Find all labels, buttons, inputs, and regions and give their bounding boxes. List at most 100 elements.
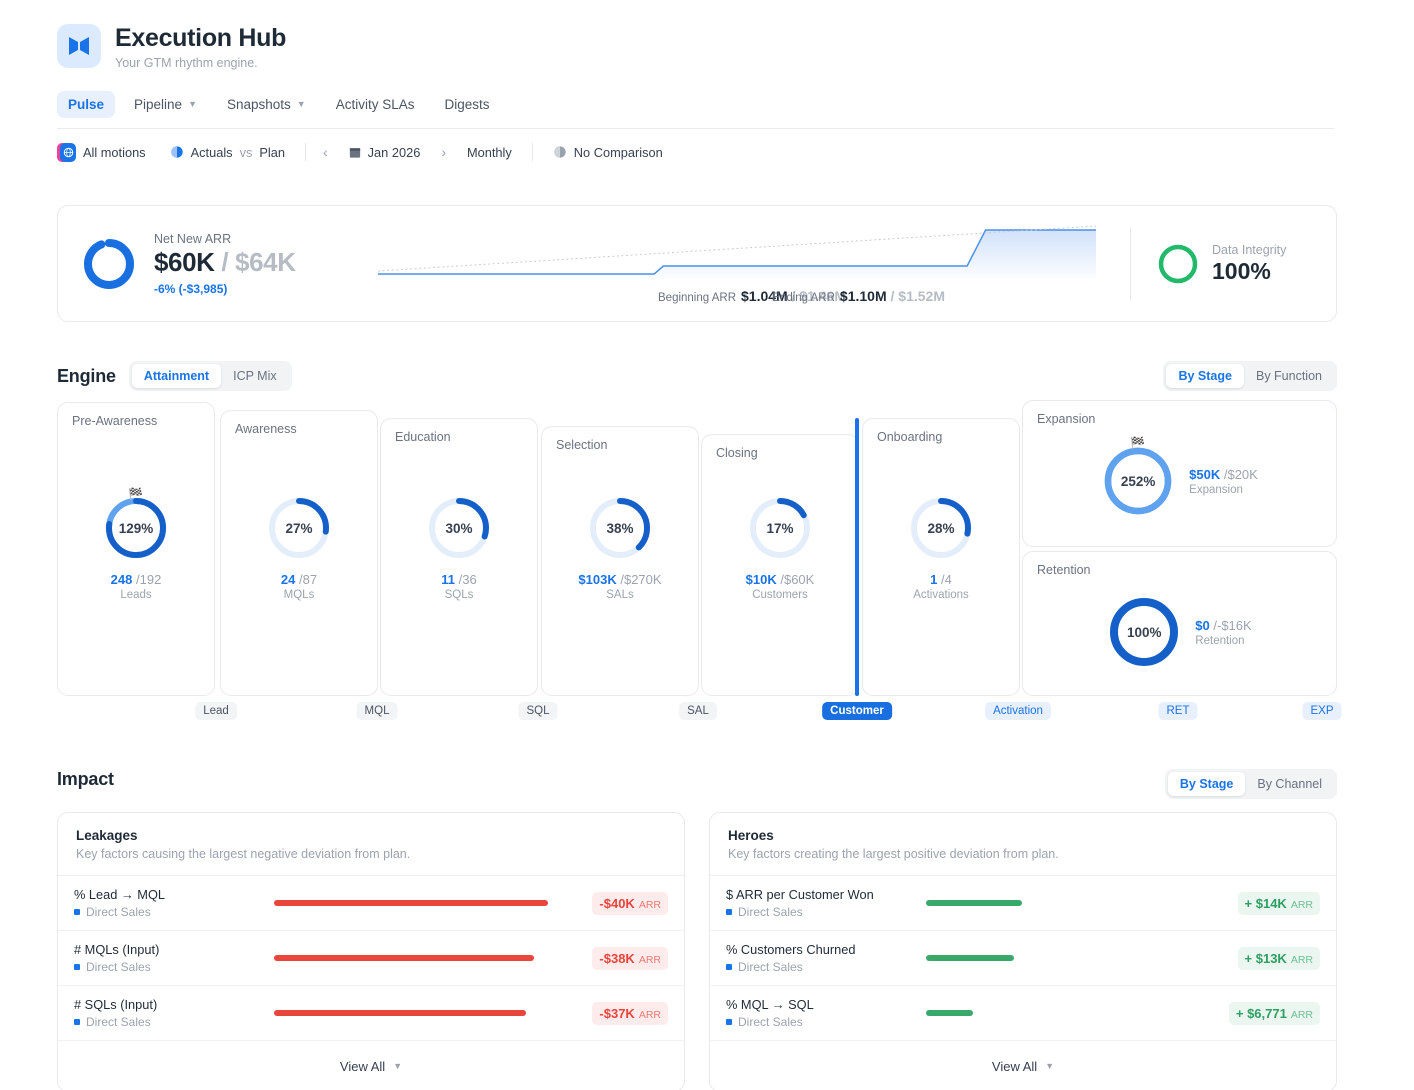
hero-sparkline-chart: Beginning ARR $1.04M / $1.46M Ending ARR $…: [368, 206, 1130, 321]
engine-view-by-stage[interactable]: By Stage: [1166, 364, 1244, 388]
globe-outline-icon: [554, 146, 566, 158]
hero-divider: [1130, 227, 1131, 300]
stage-ring-closing: 17%: [747, 495, 813, 561]
stage-card-closing[interactable]: Closing 17% $10K /$60K Customers: [701, 434, 859, 696]
beginning-arr-actual: $1.04M: [741, 288, 788, 304]
leakages-title: Leakages: [76, 828, 138, 843]
stage-label-exp[interactable]: EXP: [1302, 702, 1342, 720]
prev-period-button[interactable]: ‹: [322, 144, 328, 161]
channel-dot-icon: [74, 1019, 80, 1025]
impact-view-by-channel[interactable]: By Channel: [1257, 777, 1322, 791]
filter-cadence-label: Monthly: [466, 144, 512, 160]
stage-ring-retention: 100%: [1107, 595, 1181, 669]
table-row[interactable]: % Lead → MQL Direct Sales -$40K ARR: [58, 876, 684, 931]
stage-card-education[interactable]: Education 30% 11 /36 SQLs: [380, 418, 538, 696]
heroes-card: Heroes Key factors creating the largest …: [709, 812, 1337, 1090]
stage-label-mql[interactable]: MQL: [356, 702, 398, 720]
stage-title: Retention: [1037, 563, 1091, 577]
engine-view-by-function[interactable]: By Function: [1255, 369, 1322, 383]
stage-title: Closing: [716, 446, 758, 460]
stage-pct: 17%: [766, 520, 794, 536]
stage-target: /$20K: [1223, 466, 1258, 482]
stage-label-ret[interactable]: RET: [1158, 702, 1198, 720]
ending-arr-actual: $1.10M: [839, 288, 887, 304]
table-row[interactable]: % Customers Churned Direct Sales + $13K A…: [710, 931, 1336, 986]
engine-mode-attainment[interactable]: Attainment: [131, 364, 222, 388]
row-label: % MQL → SQL Direct Sales: [726, 997, 926, 1029]
stage-target: /$270K: [620, 572, 662, 587]
arr-sparkline: [378, 225, 1096, 279]
stage-label-sql[interactable]: SQL: [518, 702, 558, 720]
stage-target: /4: [941, 572, 952, 587]
table-row[interactable]: # MQLs (Input) Direct Sales -$38K ARR: [58, 931, 684, 986]
row-amount-unit: ARR: [638, 1008, 661, 1021]
compare-plan-label: Plan: [259, 144, 285, 160]
filter-period[interactable]: Jan 2026: [337, 143, 433, 162]
filter-bar: All motions Actuals vs Plan ‹ Jan 2026 ›…: [0, 129, 1414, 164]
stage-card-expansion[interactable]: Expansion 252% 🏁 $50K /$20K Expansion: [1022, 400, 1337, 547]
hero-kpi-value: $60K / $64K: [154, 247, 296, 278]
stage-card-awareness[interactable]: Awareness 27% 24 /87 MQLs: [220, 410, 378, 696]
row-metric-name: # MQLs (Input): [74, 942, 160, 957]
next-period-button[interactable]: ›: [441, 144, 446, 161]
stage-actual: 248: [110, 572, 133, 587]
customer-boundary-divider: [855, 418, 859, 696]
channel-dot-icon: [74, 909, 80, 915]
heroes-view-all-button[interactable]: View All ▼: [710, 1041, 1336, 1090]
stage-values: 1 /4: [930, 572, 952, 587]
chevron-down-icon: ▼: [296, 99, 306, 110]
table-row[interactable]: % MQL → SQL Direct Sales + $6,771 ARR: [710, 986, 1336, 1041]
stage-label-lead[interactable]: Lead: [195, 702, 237, 720]
filter-comparison-mode[interactable]: Actuals vs Plan: [158, 143, 297, 162]
beginning-arr-label: Beginning ARR: [658, 292, 736, 304]
row-channel-label: Direct Sales: [86, 960, 151, 974]
stage-title: Onboarding: [877, 430, 943, 444]
stage-title: Expansion: [1037, 412, 1096, 426]
row-amount: -$37K ARR: [548, 1001, 668, 1025]
engine-mode-icp-mix[interactable]: ICP Mix: [233, 369, 277, 383]
engine-title: Engine: [57, 365, 116, 386]
stage-unit: Leads: [120, 589, 152, 601]
tab-digests[interactable]: Digests: [434, 91, 501, 118]
stage-card-retention[interactable]: Retention 100% $0 /-$16K Retention: [1022, 551, 1337, 696]
table-row[interactable]: # SQLs (Input) Direct Sales -$37K ARR: [58, 986, 684, 1041]
tab-pulse[interactable]: Pulse: [57, 90, 116, 118]
row-metric-name: % MQL → SQL: [726, 997, 814, 1012]
stage-ring-pre-awareness: 129% 🏁: [103, 488, 169, 561]
tab-activity-slas[interactable]: Activity SLAs: [325, 91, 426, 118]
tab-snapshots[interactable]: Snapshots ▼: [216, 91, 317, 118]
stage-ring-education: 30%: [426, 495, 492, 561]
stage-title: Education: [395, 430, 451, 444]
stage-card-selection[interactable]: Selection 38% $103K /$270K SALs: [541, 426, 699, 696]
row-metric-name: % Lead → MQL: [74, 887, 166, 902]
row-bar-track: [926, 900, 1200, 906]
stage-unit: SQLs: [444, 589, 474, 601]
table-row[interactable]: $ ARR per Customer Won Direct Sales + $1…: [710, 876, 1336, 931]
stage-card-onboarding[interactable]: Onboarding 28% 1 /4 Activations: [862, 418, 1020, 696]
stage-ring-awareness: 27%: [266, 495, 332, 561]
tab-label: Pulse: [68, 96, 105, 112]
row-channel: Direct Sales: [726, 960, 926, 974]
stage-card-pre-awareness[interactable]: Pre-Awareness 129% 🏁 248 /192 Leads: [57, 402, 215, 696]
data-integrity-donut: [1158, 244, 1198, 283]
row-amount-unit: ARR: [1290, 1008, 1313, 1021]
tab-pipeline[interactable]: Pipeline ▼: [123, 91, 208, 118]
stage-values: 24 /87: [281, 572, 317, 587]
impact-section-header: Impact: [57, 769, 114, 790]
stage-label-sal[interactable]: SAL: [679, 702, 717, 720]
stage-label-activation[interactable]: Activation: [985, 702, 1051, 720]
filter-comparison[interactable]: No Comparison: [541, 143, 675, 162]
view-all-label: View All: [991, 1058, 1038, 1074]
ending-arr-plan: $1.52M: [898, 288, 945, 304]
stage-actual: $103K: [578, 572, 617, 587]
filter-cadence[interactable]: Monthly: [455, 143, 524, 162]
stage-label-customer[interactable]: Customer: [822, 702, 892, 720]
row-amount-unit: ARR: [638, 898, 661, 911]
row-amount-value: + $6,771: [1235, 1005, 1287, 1021]
impact-view-by-stage[interactable]: By Stage: [1167, 772, 1246, 796]
stage-target: /87: [299, 572, 318, 587]
leakages-desc: Key factors causing the largest negative…: [76, 847, 411, 861]
leakages-view-all-button[interactable]: View All ▼: [58, 1041, 684, 1090]
hero-delta: -6% (-$3,985): [154, 281, 228, 296]
filter-motions[interactable]: All motions: [57, 141, 158, 164]
